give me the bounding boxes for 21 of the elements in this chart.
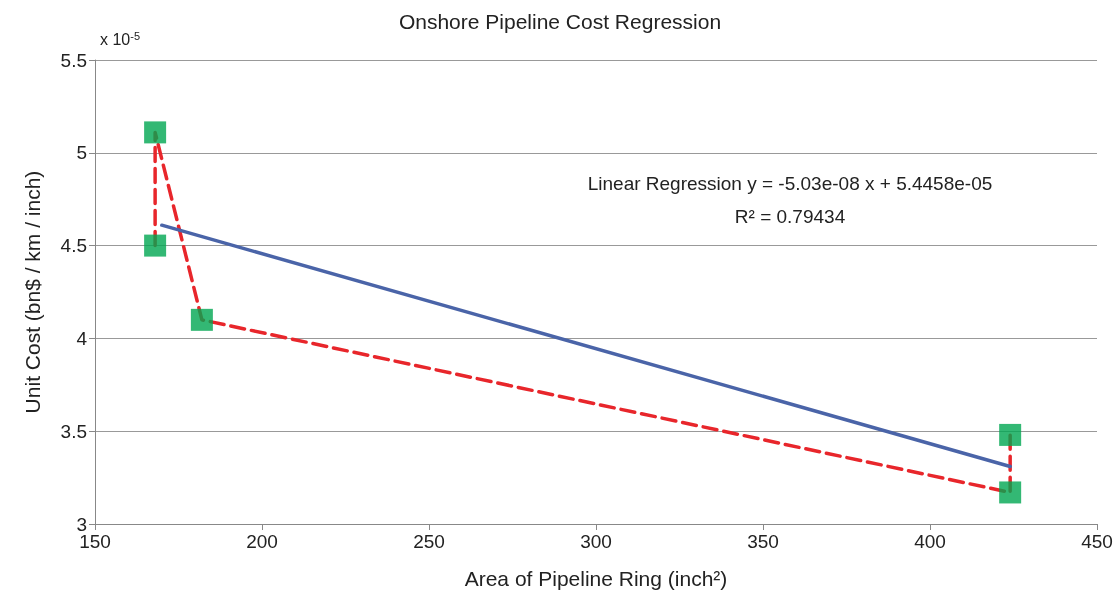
x-tick-label: 200 (246, 531, 278, 552)
annotation: R² = 0.79434 (734, 206, 846, 227)
y-tick-label: 3.5 (60, 420, 87, 442)
point (144, 234, 167, 257)
x-tick-label: 400 (914, 531, 946, 552)
chart-title: Onshore Pipeline Cost Regression (398, 10, 722, 33)
y-tick-label: 5.5 (60, 49, 87, 71)
y-tick-label: 5 (76, 142, 87, 164)
x-tick-label: 300 (580, 531, 612, 552)
x-tick-label: 450 (1081, 531, 1113, 552)
point (190, 308, 213, 331)
x-tick-label: 250 (413, 531, 445, 552)
point (999, 481, 1022, 504)
annotation: Linear Regression y = -5.03e-08 x + 5.4458e-05 (587, 173, 993, 194)
y-axis-title: Unit Cost (bn$ / km / inch) (21, 170, 44, 414)
y-tick-label: 4 (76, 327, 88, 349)
point (999, 423, 1022, 446)
point (144, 121, 167, 144)
x-tick-label: 350 (747, 531, 779, 552)
y-tick-label: 4.5 (60, 235, 87, 257)
x-axis-title: Area of Pipeline Ring (inch²) (464, 567, 728, 590)
